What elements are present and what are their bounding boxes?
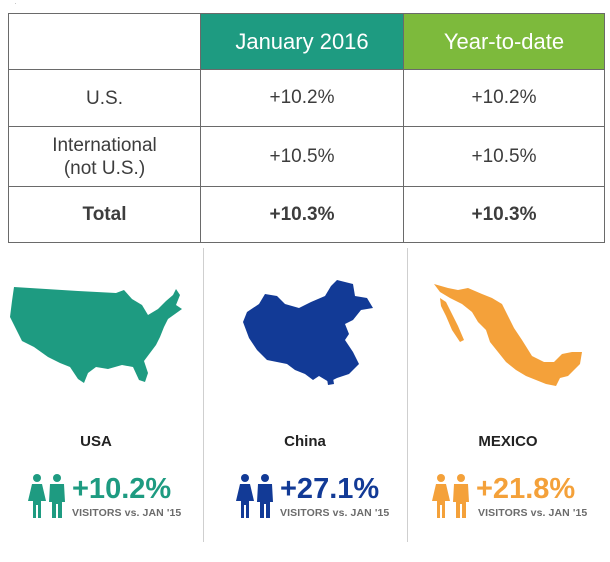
cell-international-january: +10.5% bbox=[200, 126, 404, 187]
visitors-note-china: VISITORS vs. JAN '15 bbox=[280, 507, 390, 519]
country-name-mexico: MEXICO bbox=[478, 433, 538, 450]
table-row: Total +10.3% +10.3% bbox=[8, 186, 605, 243]
people-icon bbox=[432, 474, 469, 518]
change-china: +27.1% bbox=[280, 473, 380, 505]
country-name-usa: USA bbox=[80, 433, 112, 450]
usa-map-icon bbox=[10, 287, 182, 383]
people-icon bbox=[236, 474, 273, 518]
visitor-change-table: January 2016 Year-to-date U.S. +10.2% +1… bbox=[8, 13, 605, 243]
table-row: International (not U.S.) +10.5% +10.5% bbox=[8, 126, 605, 187]
visitors-note-mexico: VISITORS vs. JAN '15 bbox=[478, 507, 588, 519]
country-name-china: China bbox=[284, 433, 326, 450]
cell-total-ytd: +10.3% bbox=[403, 186, 605, 243]
china-map-icon bbox=[243, 280, 373, 385]
header-year-to-date: Year-to-date bbox=[403, 13, 605, 70]
corner-dot bbox=[15, 3, 16, 4]
table-row: U.S. +10.2% +10.2% bbox=[8, 69, 605, 127]
cell-us-ytd: +10.2% bbox=[403, 69, 605, 127]
cell-us-january: +10.2% bbox=[200, 69, 404, 127]
change-usa: +10.2% bbox=[72, 473, 172, 505]
people-icon bbox=[28, 474, 65, 518]
change-mexico: +21.8% bbox=[476, 473, 576, 505]
panel-divider bbox=[407, 248, 408, 542]
mexico-map-icon bbox=[434, 284, 582, 386]
row-label-international: International (not U.S.) bbox=[8, 126, 201, 187]
header-blank bbox=[8, 13, 201, 70]
header-january-2016: January 2016 bbox=[200, 13, 404, 70]
row-label-us: U.S. bbox=[8, 69, 201, 127]
panel-divider bbox=[203, 248, 204, 542]
row-label-total: Total bbox=[8, 186, 201, 243]
cell-total-january: +10.3% bbox=[200, 186, 404, 243]
cell-international-ytd: +10.5% bbox=[403, 126, 605, 187]
table-header-row: January 2016 Year-to-date bbox=[8, 13, 605, 70]
visitors-note-usa: VISITORS vs. JAN '15 bbox=[72, 507, 182, 519]
